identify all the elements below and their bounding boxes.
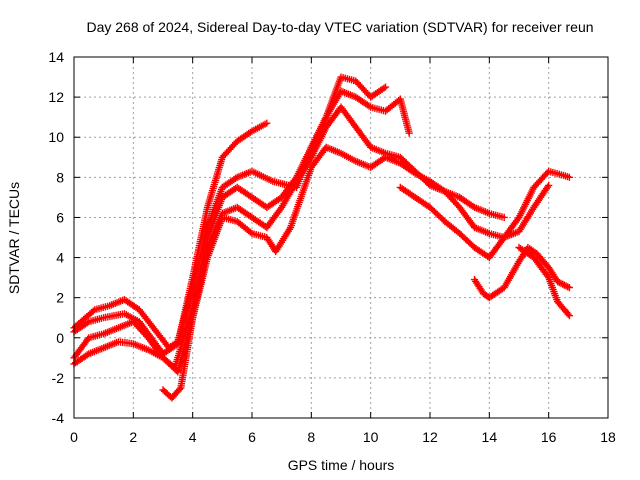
series-markers	[396, 167, 573, 262]
x-tick-label: 14	[482, 429, 498, 445]
series-line	[73, 106, 506, 373]
series-sat-h	[515, 243, 573, 320]
series-sat-a	[70, 119, 271, 358]
y-tick-label: -4	[52, 410, 65, 426]
x-tick-label: 18	[600, 429, 616, 445]
y-tick-label: 6	[56, 209, 64, 225]
x-tick-label: 16	[541, 429, 557, 445]
chart-title: Day 268 of 2024, Sidereal Day-to-day VTE…	[86, 19, 593, 35]
series-markers	[70, 119, 271, 358]
axes: 0 2 4 6 8 10 12 14 16 18 -4 -2 0 2 4 6 8 10 12 14	[48, 49, 616, 445]
y-tick-label: 4	[56, 250, 64, 266]
x-tick-label: 0	[70, 429, 78, 445]
x-tick-label: 2	[129, 429, 137, 445]
y-tick-label: -2	[52, 370, 65, 386]
plot-frame	[73, 56, 609, 419]
y-tick-label: 10	[48, 129, 64, 145]
x-tick-label: 6	[248, 429, 256, 445]
series-sat-f	[396, 167, 573, 262]
x-tick-label: 10	[363, 429, 379, 445]
y-tick-label: 0	[56, 330, 64, 346]
y-axis-title: SDTVAR / TECUs	[6, 182, 22, 294]
x-tick-label: 8	[307, 429, 315, 445]
y-tick-label: 8	[56, 169, 64, 185]
y-tick-label: 14	[48, 49, 64, 65]
series-line	[162, 146, 550, 399]
series-group	[70, 73, 573, 402]
y-tick-label: 2	[56, 290, 64, 306]
x-axis-title: GPS time / hours	[288, 457, 395, 473]
x-tick-label: 4	[189, 429, 197, 445]
x-tick-label: 12	[422, 429, 438, 445]
y-tick-label: 12	[48, 89, 64, 105]
series-sat-d	[70, 103, 508, 376]
series-markers	[515, 243, 573, 320]
series-markers	[70, 103, 508, 376]
